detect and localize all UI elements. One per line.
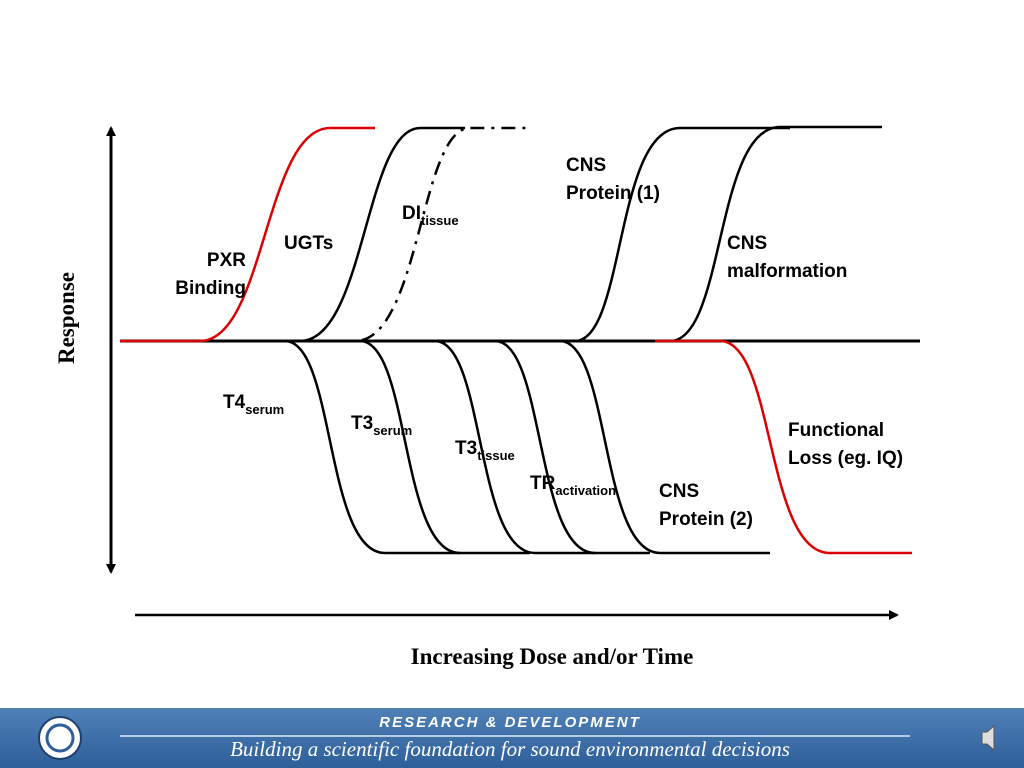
label-main: DI [402,203,421,224]
curve-label: malformation [727,261,847,282]
label-subscript: activation [555,483,616,498]
y-axis-label: Response [54,272,79,364]
curve-label: Loss (eg. IQ) [788,448,903,469]
footer-tagline: Building a scientific foundation for sou… [230,737,790,761]
logo [38,716,82,760]
curve [345,339,530,555]
logo-inner [45,723,75,753]
footer-title: RESEARCH & DEVELOPMENT [379,714,641,731]
label-subscript: serum [373,423,412,438]
curve-label: T3serum [351,413,412,438]
curve-label: Protein (2) [659,509,753,530]
curve-label: Binding [175,278,246,299]
curve-label: Functional [788,420,884,441]
curve [560,126,790,343]
curve [480,339,650,555]
curve-label: Protein (1) [566,183,660,204]
curve-label: T4serum [223,392,284,417]
curve [300,126,530,343]
curve-label: CNS [566,155,606,176]
label-main: TR [530,473,556,494]
curve-label: CNS [727,233,767,254]
label-subscript: tissue [477,448,515,463]
label-subscript: tissue [421,213,459,228]
curve-label: T3tissue [455,438,515,463]
curve [270,339,460,555]
label-main: T3 [351,413,373,434]
curve-label: DItissue [402,203,459,228]
curve [120,126,375,343]
x-axis-label: Increasing Dose and/or Time [411,644,694,669]
curve [545,339,770,555]
curve-label: CNS [659,481,699,502]
label-main: T3 [455,438,477,459]
curve-label: TRactivation [530,473,616,498]
curve [655,339,912,555]
curve [420,339,595,555]
label-main: T4 [223,392,246,413]
speaker-icon[interactable] [981,724,995,752]
footer-band [0,708,1024,768]
curve [655,125,882,343]
curve-label: PXR [207,250,246,271]
label-subscript: serum [245,402,284,417]
curve [240,126,465,343]
curve-label: UGTs [284,233,333,254]
